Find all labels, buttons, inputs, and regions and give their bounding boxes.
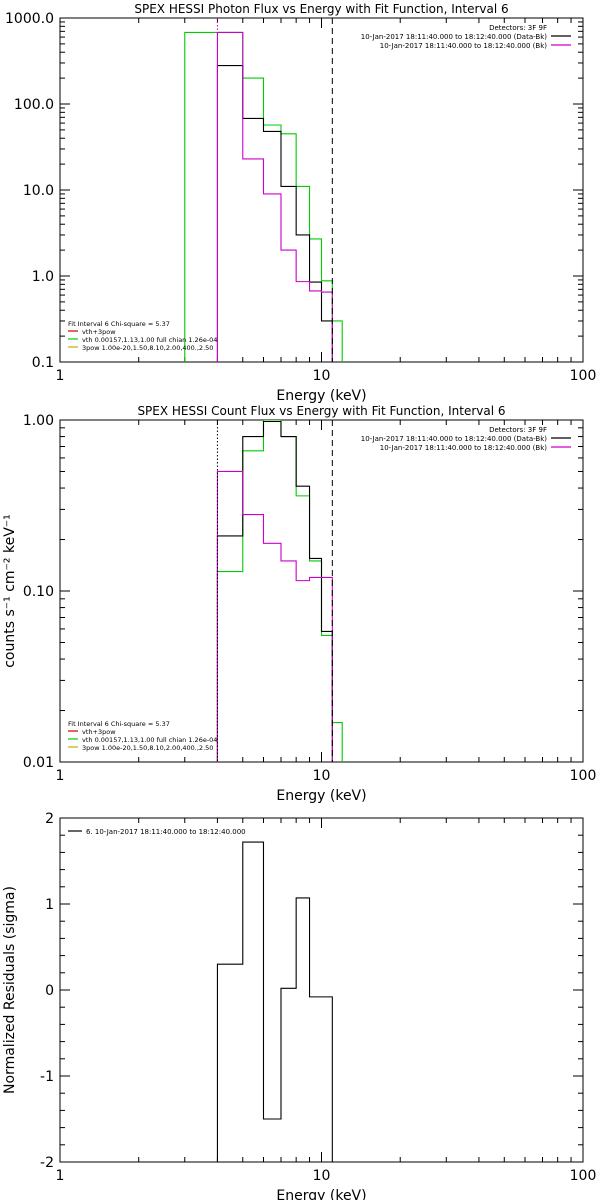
legend-entry-label: 3pow 1.00e-20,1.50,8.10,2.00,400.,2.50 xyxy=(82,344,213,352)
x-tick-label: 100 xyxy=(570,1168,597,1184)
y-tick-label: 0 xyxy=(45,983,54,999)
legend-entry-label: 10-Jan-2017 18:11:40.000 to 18:12:40.000… xyxy=(361,435,548,443)
y-tick-label: 1.00 xyxy=(23,413,54,429)
x-tick-label: 10 xyxy=(313,768,331,784)
y-tick-label: 0.10 xyxy=(23,584,54,600)
x-tick-label: 10 xyxy=(313,1168,331,1184)
y-tick-label: 1.0 xyxy=(32,269,54,285)
series-2-line xyxy=(216,64,333,362)
series-group xyxy=(184,31,343,362)
legend-entry-label: vth 0.00157,1.13,1.00 full chian 1.26e-0… xyxy=(82,736,217,744)
legend-entry-label: 10-Jan-2017 18:11:40.000 to 18:12:40.000… xyxy=(361,33,548,41)
series-1-line xyxy=(216,841,333,1162)
chart-title: SPEX HESSI Photon Flux vs Energy with Fi… xyxy=(134,2,508,16)
panel-2: SPEX HESSI Count Flux vs Energy with Fit… xyxy=(2,404,596,804)
y-tick-label: 1 xyxy=(45,897,54,913)
y-tick-label: 0.01 xyxy=(23,755,54,771)
chart-title: SPEX HESSI Count Flux vs Energy with Fit… xyxy=(137,404,505,418)
x-axis-label: Energy (keV) xyxy=(276,788,366,804)
x-axis-label: Energy (keV) xyxy=(276,1188,366,1200)
series-3-line xyxy=(216,470,333,762)
x-tick-label: 1 xyxy=(56,368,65,384)
x-tick-label: 1 xyxy=(56,768,65,784)
series-1-line xyxy=(184,31,343,362)
x-axis-label: Energy (keV) xyxy=(276,388,366,404)
x-tick-label: 1 xyxy=(56,1168,65,1184)
x-tick-label: 10 xyxy=(313,368,331,384)
x-tick-label: 100 xyxy=(570,768,597,784)
x-axis: 1 10 100 Energy (keV) xyxy=(56,18,597,404)
y-tick-label: 2 xyxy=(45,811,54,827)
series-2-line xyxy=(216,420,333,762)
x-axis: 1 10 100 Energy (keV) xyxy=(56,420,597,804)
legend-entry-label: Fit Interval 6 Chi-square = 5.37 xyxy=(68,320,170,328)
y-tick-label: -2 xyxy=(40,1155,54,1171)
legend-entry-label: 10-Jan-2017 18:11:40.000 to 18:12:40.000… xyxy=(380,42,548,50)
legend-entry-label: vth 0.00157,1.13,1.00 full chian 1.26e-0… xyxy=(82,336,217,344)
x-axis: 1 10 100 Energy (keV) xyxy=(56,818,597,1200)
y-axis: 0.1 1.0 10.0 100.0 1000.0 xyxy=(5,11,583,371)
legend-title: Detectors: 3F 9F xyxy=(489,426,547,434)
legend-entry-label: 10-Jan-2017 18:11:40.000 to 18:12:40.000… xyxy=(380,444,548,452)
legend-entry-label: vth+3pow xyxy=(82,328,116,336)
legend-bottom: Fit Interval 6 Chi-square = 5.37vth+3pow… xyxy=(68,320,217,352)
y-tick-label: -1 xyxy=(40,1069,54,1085)
legend-top: 6. 10-Jan-2017 18:11:40.000 to 18:12:40.… xyxy=(68,828,246,836)
legend-title: Detectors: 3F 9F xyxy=(489,24,547,32)
y-tick-label: 10.0 xyxy=(23,183,54,199)
y-axis: -2 -1 0 1 2 Normalized Residuals (sigma) xyxy=(2,811,583,1171)
y-tick-label: 100.0 xyxy=(14,97,54,113)
panel-1: SPEX HESSI Photon Flux vs Energy with Fi… xyxy=(5,2,596,404)
legend-entry-label: vth+3pow xyxy=(82,728,116,736)
y-axis-label: Normalized Residuals (sigma) xyxy=(2,886,18,1094)
y-axis-label: counts s⁻¹ cm⁻² keV⁻¹ xyxy=(2,514,18,668)
series-group xyxy=(216,420,343,762)
y-tick-label: 0.1 xyxy=(32,355,54,371)
legend-entry-label: Fit Interval 6 Chi-square = 5.37 xyxy=(68,720,170,728)
legend-entry-label: 6. 10-Jan-2017 18:11:40.000 to 18:12:40.… xyxy=(86,828,246,836)
plot-frame xyxy=(59,817,584,1163)
legend-bottom: Fit Interval 6 Chi-square = 5.37vth+3pow… xyxy=(68,720,217,752)
series-3-line xyxy=(216,31,333,362)
y-axis: 0.01 0.10 1.00 counts s⁻¹ cm⁻² keV⁻¹ xyxy=(2,413,583,771)
legend-entry-label: 3pow 1.00e-20,1.50,8.10,2.00,400.,2.50 xyxy=(82,744,213,752)
y-tick-label: 1000.0 xyxy=(5,11,54,27)
x-tick-label: 100 xyxy=(570,368,597,384)
panel-3: 1 10 100 Energy (keV) -2 -1 0 1 2 Normalized Resi… xyxy=(2,811,596,1200)
series-group xyxy=(216,841,333,1162)
